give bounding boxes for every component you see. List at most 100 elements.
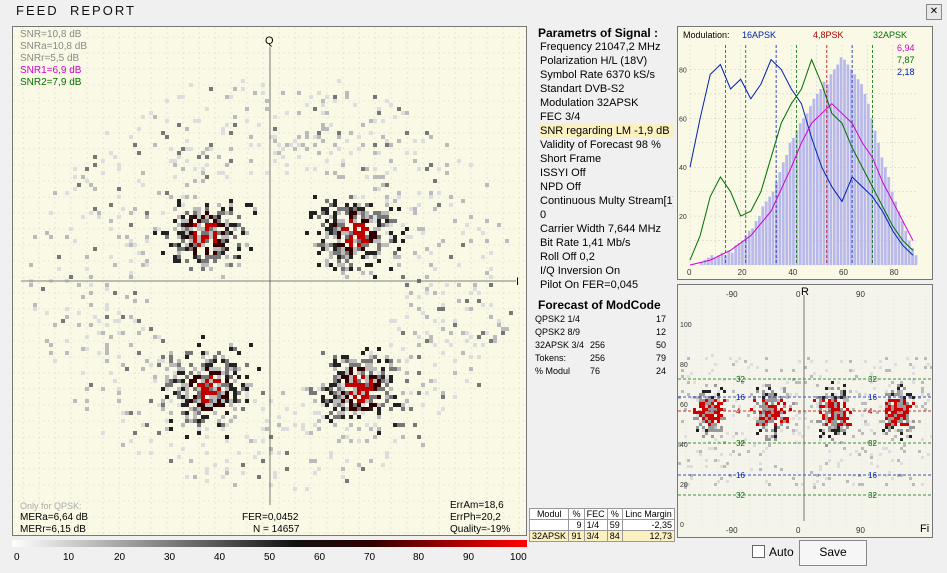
scatter-point [201,151,205,155]
scatter-point [129,211,133,215]
scatter-point [397,207,401,211]
scatter-point [245,203,249,207]
scatter-point [369,427,373,431]
scatter-point [333,99,337,103]
scatter-point [173,379,177,383]
scatter-point [185,227,189,231]
scatter-point [453,359,457,363]
scatter-point [345,251,349,255]
scatter-point [177,371,181,375]
scatter-point [225,95,229,99]
scatter-point [181,147,185,151]
scatter-point [385,395,389,399]
scatter-point [205,435,209,439]
scatter-point [225,367,229,371]
scatter-point [489,251,493,255]
scatter-point [137,319,141,323]
scatter-point [329,227,333,231]
scatter-point [365,219,369,223]
scatter-point [193,223,197,227]
scatter-point [369,203,373,207]
scatter-point [137,411,141,415]
scatter-point [413,139,417,143]
scatter-point [353,375,357,379]
scatter-point [349,371,353,375]
scatter-point [141,115,145,119]
scatter-point [365,379,369,383]
scatter-point [125,243,129,247]
scatter-point [345,227,349,231]
scatter-point [153,335,157,339]
scatter-point [193,167,197,171]
scatter-point [389,375,393,379]
scatter-point [305,147,309,151]
scatter-point [401,223,405,227]
scatter-point [49,343,53,347]
scatter-point [361,411,365,415]
scatter-point [389,143,393,147]
scatter-point [277,151,281,155]
scatter-point [237,367,241,371]
scatter-point [201,403,205,407]
scatter-point [209,215,213,219]
scatter-point [205,467,209,471]
scatter-point [477,299,481,303]
scatter-point [205,259,209,263]
scatter-point [125,367,129,371]
scatter-point [193,407,197,411]
scatter-point [409,303,413,307]
scatter-point [365,375,369,379]
scatter-point [489,267,493,271]
scatter-point [337,395,341,399]
scatter-point [317,467,321,471]
close-button[interactable]: ✕ [926,4,942,20]
scatter-point [361,351,365,355]
scatter-point [201,363,205,367]
scatter-point [337,235,341,239]
scatter-point [337,399,341,403]
scatter-point [441,291,445,295]
scatter-point [141,367,145,371]
scatter-point [357,415,361,419]
scatter-point [353,219,357,223]
scatter-point [301,387,305,391]
scatter-point [321,395,325,399]
scatter-point [85,179,89,183]
scatter-point [233,227,237,231]
scatter-point [321,123,325,127]
scatter-point [353,379,357,383]
scatter-point [337,135,341,139]
scatter-point [361,407,365,411]
scatter-point [177,251,181,255]
scatter-point [117,167,121,171]
tab-report[interactable]: REPORT [70,3,136,18]
scatter-point [373,95,377,99]
scatter-point [373,187,377,191]
scatter-point [349,195,353,199]
scatter-point [237,375,241,379]
scatter-point [361,383,365,387]
scatter-point [133,291,137,295]
scatter-point [337,251,341,255]
scatter-point [197,243,201,247]
scatter-point [269,399,273,403]
scatter-point [129,271,133,275]
scatter-point [321,223,325,227]
scatter-point [197,259,201,263]
scatter-point [337,439,341,443]
scatter-point [229,383,233,387]
scatter-point [209,403,213,407]
scatter-point [377,427,381,431]
scatter-point [245,243,249,247]
scatter-point [221,211,225,215]
scatter-point [205,263,209,267]
scatter-point [225,363,229,367]
scatter-point [405,151,409,155]
scatter-point [181,95,185,99]
scatter-point [305,487,309,491]
tab-feed[interactable]: FEED [16,3,59,18]
scatter-point [417,307,421,311]
scatter-point [397,247,401,251]
scatter-point [89,303,93,307]
scatter-point [85,255,89,259]
